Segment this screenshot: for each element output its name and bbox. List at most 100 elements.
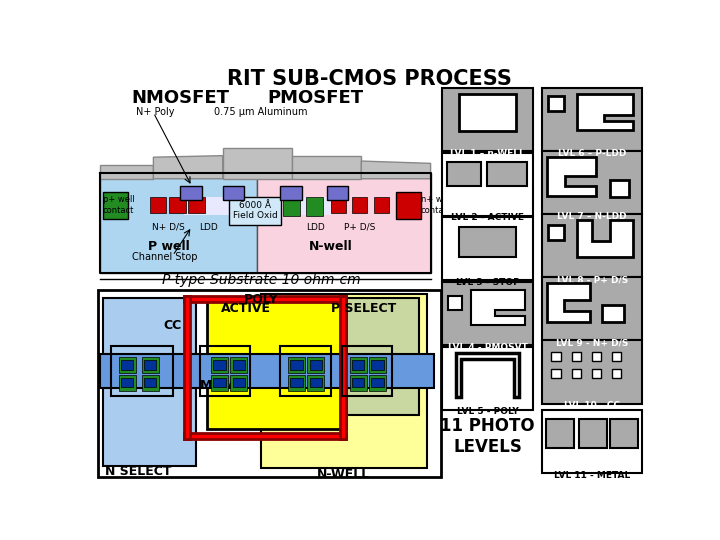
Bar	[283, 197, 330, 215]
Bar	[542, 151, 642, 214]
Bar	[276, 298, 419, 415]
Bar	[184, 296, 190, 439]
Text: RIT SUB-CMOS PROCESS: RIT SUB-CMOS PROCESS	[227, 69, 511, 89]
Polygon shape	[577, 94, 633, 130]
Bar	[372, 361, 384, 370]
Text: P well: P well	[148, 240, 189, 253]
Bar	[288, 375, 305, 390]
Bar	[369, 375, 386, 390]
Bar	[144, 378, 156, 387]
Bar	[119, 357, 135, 373]
Polygon shape	[222, 148, 292, 179]
Text: n+ well
contact: n+ well contact	[420, 195, 452, 214]
Text: ACTIVE: ACTIVE	[221, 302, 271, 315]
Bar	[98, 291, 441, 477]
Text: p+ well
contact: p+ well contact	[102, 195, 135, 214]
Bar	[442, 153, 533, 215]
Polygon shape	[153, 156, 222, 179]
Bar	[592, 352, 600, 361]
Text: Channel Stop: Channel Stop	[132, 252, 198, 262]
Bar	[552, 369, 561, 378]
Bar	[342, 346, 392, 396]
Text: N-WELL: N-WELL	[317, 468, 370, 481]
Bar	[180, 186, 202, 200]
Bar	[184, 433, 346, 439]
Bar	[542, 410, 642, 473]
Bar	[281, 186, 302, 200]
Bar	[184, 296, 346, 302]
Bar	[542, 214, 642, 278]
Bar	[330, 197, 346, 213]
Bar	[150, 197, 166, 213]
Text: 11 PHOTO
LEVELS: 11 PHOTO LEVELS	[440, 417, 535, 456]
Bar	[579, 419, 607, 448]
Bar	[572, 369, 581, 378]
Text: LDD: LDD	[199, 222, 218, 232]
Bar	[610, 180, 629, 197]
Bar	[310, 378, 322, 387]
Text: LVL 9 - N+ D/S: LVL 9 - N+ D/S	[556, 338, 629, 347]
Bar	[549, 225, 564, 240]
Bar	[459, 94, 516, 131]
Text: N-well: N-well	[309, 240, 352, 253]
Bar	[261, 294, 427, 468]
Bar	[142, 375, 159, 390]
Bar	[442, 217, 533, 280]
Bar	[211, 375, 228, 390]
Bar	[542, 278, 642, 340]
Bar	[542, 88, 642, 151]
Bar	[213, 361, 226, 370]
Text: LVL 2 - ACTIVE: LVL 2 - ACTIVE	[451, 213, 524, 222]
Bar	[603, 305, 624, 322]
Text: POLY: POLY	[244, 293, 279, 306]
Bar	[449, 296, 462, 309]
Bar	[546, 419, 574, 448]
Polygon shape	[99, 165, 153, 179]
Text: METAL: METAL	[199, 379, 246, 392]
Bar	[447, 162, 481, 186]
Bar	[121, 361, 133, 370]
Text: P+ D/S: P+ D/S	[344, 222, 375, 232]
Text: PMOSFET: PMOSFET	[267, 90, 363, 107]
Bar	[310, 361, 322, 370]
Bar	[99, 173, 257, 273]
Bar	[352, 378, 364, 387]
Text: LVL 3 - STOP: LVL 3 - STOP	[456, 278, 519, 287]
Text: LVL 5 - POLY: LVL 5 - POLY	[456, 408, 518, 416]
Bar	[611, 352, 621, 361]
Bar	[168, 197, 186, 213]
Bar	[442, 282, 533, 345]
Text: LVL 10 - CC: LVL 10 - CC	[564, 401, 621, 410]
Text: NMOSFET: NMOSFET	[131, 90, 230, 107]
Bar	[283, 197, 300, 215]
Bar	[350, 357, 366, 373]
Bar	[229, 197, 282, 225]
Bar	[99, 354, 434, 388]
Polygon shape	[547, 284, 590, 322]
Bar	[487, 162, 527, 186]
Text: LVL 1 – n-WELL: LVL 1 – n-WELL	[450, 148, 525, 158]
Bar	[340, 296, 346, 439]
Bar	[142, 357, 159, 373]
Bar	[552, 352, 561, 361]
Bar	[188, 197, 205, 213]
Bar	[306, 197, 323, 215]
Text: LDD: LDD	[306, 222, 325, 232]
Polygon shape	[472, 289, 526, 325]
Text: P-type Substrate 10 ohm-cm: P-type Substrate 10 ohm-cm	[162, 273, 361, 287]
Bar	[144, 361, 156, 370]
Bar	[442, 347, 533, 410]
Bar	[290, 378, 303, 387]
Bar	[199, 346, 250, 396]
Text: CC: CC	[163, 319, 181, 332]
Bar	[350, 375, 366, 390]
Bar	[611, 369, 621, 378]
Bar	[542, 340, 642, 403]
Bar	[307, 375, 324, 390]
Bar	[211, 357, 228, 373]
Text: 0.75 μm Aluminum: 0.75 μm Aluminum	[215, 107, 308, 117]
Bar	[396, 192, 420, 219]
Text: LVL 7 – N-LDD: LVL 7 – N-LDD	[557, 212, 627, 221]
Bar	[549, 96, 564, 111]
Bar	[281, 346, 330, 396]
